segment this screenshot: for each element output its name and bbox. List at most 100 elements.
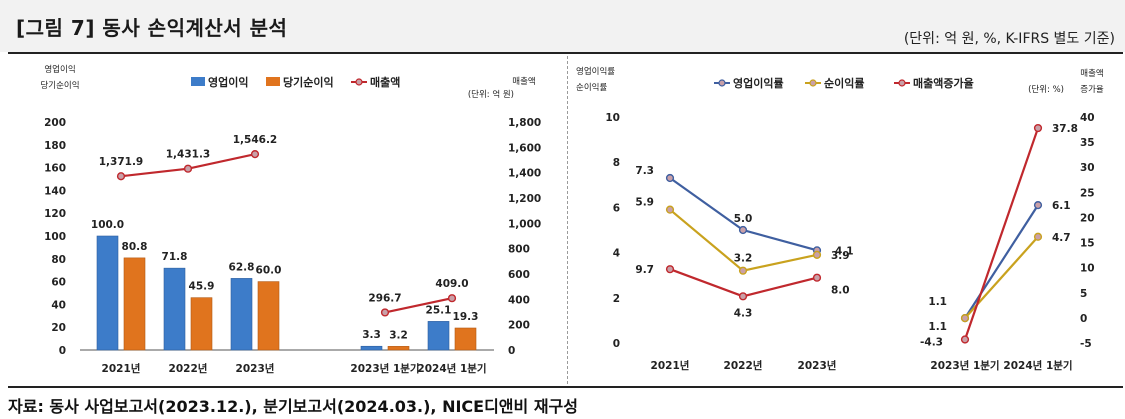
left-axis-title: 영업이익 [44,64,75,75]
sales-label: 1,431.3 [166,149,211,161]
series-2-label: 4.3 [734,307,753,319]
unit-note: (단위: 억 원, %, K-IFRS 별도 기준) [903,31,1115,47]
series-0-label: 6.1 [1052,200,1071,212]
chart-profit-sales: 영업이익 당기순이익 매출액 (단위: 억 원) 영업이익 당기순이익 매출액 0 20 40 60… [10,56,565,384]
right-tick-label: 1,400 [508,168,541,180]
right-tick-label: 40 [1080,112,1095,124]
left-tick-label: 10 [605,112,620,124]
right-tick-label: 800 [508,244,530,256]
series-0-point [665,173,675,183]
sales-point [116,172,126,181]
chart-margin-growth: 영업이익률 순이익률 매출액 증가율 (단위: %) 영업이익률 순이익률 매출액증가율 0 2 4… [572,56,1120,384]
legend-label-1: 순이익률 [824,76,864,90]
left-tick-label: 160 [44,163,66,175]
bar-label: 3.3 [362,329,381,341]
left-tick-label: 0 [613,338,620,350]
x-tick-label: 2021년 [102,362,141,375]
series-0-point [1033,201,1043,210]
sales-label: 1,371.9 [99,156,144,168]
bar-label: 45.9 [189,281,215,293]
series-2-label: 8.0 [831,285,850,297]
left-tick-label: 200 [44,117,66,129]
sales-point [250,150,260,159]
series-2-label: 37.8 [1052,123,1078,135]
sales-label: 1,546.2 [233,134,278,146]
series-2-point [738,292,748,301]
right-tick-label: 1,000 [508,218,541,230]
series-0-label: 7.3 [635,165,654,177]
series-2-label: -4.3 [920,336,943,348]
legend-label-0: 영업이익률 [733,76,784,90]
series-0-line-1 [964,204,1039,319]
legend-label-2: 매출액증가율 [913,76,974,90]
left-tick-label: 60 [51,277,66,289]
right-tick-label: 10 [1080,263,1095,275]
right-tick-label: 1,600 [508,142,541,154]
left-tick-label: 120 [44,208,66,220]
series-1-label: 4.7 [1052,232,1071,244]
bar-label: 19.3 [453,311,479,323]
left-tick-label: 180 [44,140,66,152]
x-tick-label: 2024년 1분기 [417,362,486,375]
bar-label: 100.0 [91,219,124,231]
right-tick-label: -5 [1080,338,1092,350]
unit-note: (단위: 억 원) [468,89,514,100]
bar-net [257,281,280,351]
legend-label-2: 매출액 [370,75,400,89]
unit-note: (단위: %) [1028,84,1064,95]
x-tick-label: 2022년 [169,362,208,375]
bar-operating [96,235,119,351]
series-2-point [812,273,822,282]
bar-net [123,257,146,351]
x-tick-label: 2023년 [798,359,837,372]
series-1-point [665,205,675,214]
bar-operating [360,345,383,351]
left-axis-title: 당기순이익 [40,80,79,91]
left-tick-label: 2 [613,293,620,305]
sales-label: 296.7 [368,292,401,304]
x-tick-label: 2023년 1분기 [930,359,999,372]
right-tick-label: 1,200 [508,193,541,205]
left-axis-title: 영업이익률 [576,66,615,77]
right-tick-label: 1,800 [508,117,541,129]
figure-title: [그림 7] 동사 손익계산서 분석 [16,16,288,40]
series-0-label: 4.1 [835,245,854,257]
legend-marker-2 [355,78,363,86]
bar-label: 62.8 [229,261,255,273]
bar-label: 71.8 [162,251,188,263]
right-tick-label: 20 [1080,212,1095,224]
legend-marker-0 [718,79,726,87]
series-2-point [960,335,970,344]
x-tick-label: 2022년 [724,359,763,372]
left-tick-label: 40 [51,299,66,311]
series-0-label: 1.1 [928,296,947,308]
bar-operating [230,278,253,351]
series-1-label: 5.9 [635,197,654,209]
series-1-label: 1.1 [928,321,947,333]
series-1-point [812,250,822,259]
left-tick-label: 4 [613,248,620,260]
legend-label-0: 영업이익 [208,75,248,89]
right-tick-label: 0 [1080,313,1087,325]
bar-label: 60.0 [256,265,282,277]
sales-point [447,294,457,303]
sales-point [380,308,390,317]
legend-marker-1 [809,79,817,87]
bar-label: 80.8 [122,241,148,253]
bar-label: 25.1 [426,304,452,316]
chart-divider [567,56,568,384]
left-tick-label: 0 [59,345,66,357]
series-1-point [1033,232,1043,241]
left-tick-label: 6 [613,202,620,214]
right-tick-label: 35 [1080,137,1095,149]
bar-label: 3.2 [389,329,408,341]
series-2-label: 9.7 [635,264,654,276]
legend-label-1: 당기순이익 [283,75,334,89]
bar-net [387,346,410,351]
series-2-point [665,265,675,274]
x-tick-label: 2021년 [651,359,690,372]
series-1-label: 3.2 [734,253,753,265]
right-tick-label: 200 [508,320,530,332]
